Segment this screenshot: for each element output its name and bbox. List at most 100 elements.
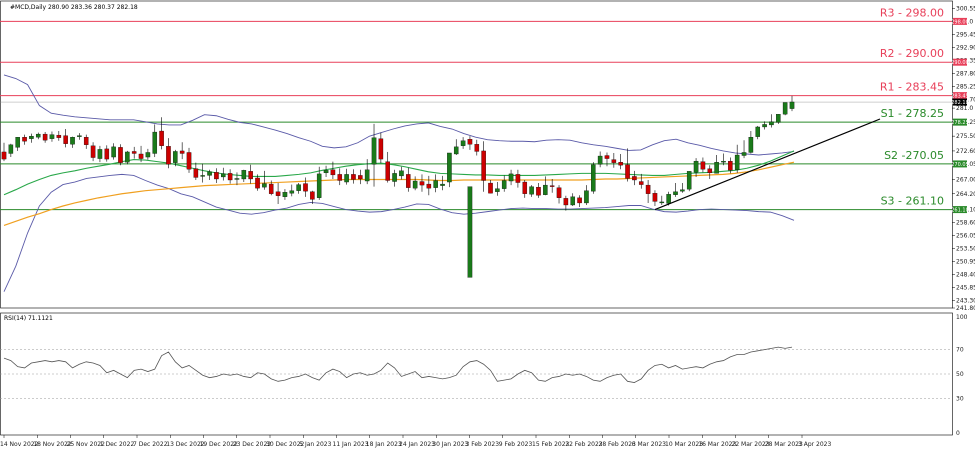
last-price-tag (953, 98, 967, 106)
candle-body (762, 124, 767, 128)
bb-line (3, 173, 795, 292)
trendline (654, 118, 881, 211)
level-price-tag (953, 206, 967, 214)
candle-body (35, 133, 41, 138)
candle-body (515, 174, 521, 183)
date-tick-label: 22 Feb 2023 (565, 441, 603, 448)
candle-body (145, 152, 151, 158)
candle-body (282, 192, 288, 197)
level-price-tag (953, 17, 967, 25)
candle-body (296, 184, 301, 191)
date-tick-label: 15 Feb 2023 (532, 441, 570, 448)
candle-body (104, 148, 110, 160)
date-tick-label: 11 Jan 2023 (333, 441, 369, 448)
date-tick-label: 16 Mar 2023 (698, 441, 736, 448)
level-price-tags: 298.00 290.00 283.45 278.25 270.05 261.10 282.… (951, 17, 969, 214)
date-tick-label: 28 Mar 2023 (765, 441, 803, 448)
candle-body (508, 173, 514, 182)
candle-body (453, 146, 459, 155)
price-tick-label: 256.05 (956, 232, 975, 239)
candle-body (1, 151, 7, 160)
candle-body (721, 160, 726, 163)
price-tick-label: 253.50 (956, 245, 975, 252)
price-tick-label: 285.25 (956, 83, 975, 90)
level-label: R1 - 283.45 (880, 81, 944, 94)
date-tick-label: 3 Apr 2023 (798, 441, 831, 448)
level-price-tag (953, 58, 967, 66)
candle-body (131, 151, 137, 154)
chart-header: #MCD,Daily 280.90 283.36 280.37 282.18 (10, 4, 138, 11)
candle-body (488, 182, 493, 194)
candle-body (591, 164, 596, 192)
date-tick-label: 9 Feb 2023 (499, 441, 533, 448)
candle-body (728, 160, 733, 171)
ma-line (3, 161, 795, 226)
moving-averages (3, 150, 795, 226)
candle-body (776, 114, 781, 123)
candle-body (49, 134, 55, 139)
candle-body (426, 183, 432, 189)
candle-body (83, 137, 89, 145)
candle-body (399, 170, 404, 177)
candle-body (138, 153, 144, 159)
price-tick-label: 281.0 (956, 105, 973, 112)
rsi-header: RSI(14) 71.1121 (4, 315, 53, 322)
price-tick-label: 295.45 (956, 31, 975, 38)
candle-body (563, 198, 569, 206)
candle-body (782, 102, 788, 115)
candle-body (632, 176, 637, 181)
date-tick-label: 24 Jan 2023 (399, 441, 435, 448)
date-tick-label: 5 Jan 2023 (299, 441, 331, 448)
date-tick-label: 30 Jan 2023 (432, 441, 468, 448)
price-tick-label: 248.40 (956, 271, 975, 278)
price-tick-label: 267.00 (956, 176, 975, 183)
candle-body (714, 161, 719, 174)
candle-body (173, 151, 178, 163)
candle-body (433, 180, 438, 188)
candle-body (152, 131, 158, 154)
level-price-tag-text: 290.00 (951, 60, 969, 66)
price-tick-label: 287.80 (956, 70, 975, 77)
level-price-tag (953, 160, 967, 168)
candle-body (358, 175, 363, 180)
level-price-tag-text: 270.05 (951, 162, 969, 168)
level-label: S3 - 261.10 (881, 195, 944, 208)
price-tick-label: 258.60 (956, 219, 975, 226)
date-tick-label: 19 Dec 2022 (200, 441, 239, 448)
level-price-tag (953, 92, 967, 100)
candle-body (118, 147, 123, 163)
candle-body (467, 139, 473, 145)
date-tick-label: 30 Dec 2022 (266, 441, 305, 448)
date-tick-label: 1 Dec 2022 (100, 441, 135, 448)
ma-line (3, 150, 795, 196)
candle-body (310, 191, 315, 200)
bb-line (3, 74, 795, 156)
date-tick-label: 3 Feb 2023 (466, 441, 500, 448)
candle-body (474, 144, 480, 152)
date-tick-label: 7 Dec 2022 (133, 441, 168, 448)
candle-body (755, 126, 761, 137)
rsi-indicator: 100 70 50 30 0 (0, 314, 968, 437)
candle-body (406, 174, 411, 188)
date-tick-label: 22 Mar 2023 (732, 441, 770, 448)
candle-body (385, 161, 390, 181)
candle-body (111, 146, 116, 158)
candle-body (42, 133, 48, 141)
rsi-line (3, 346, 793, 383)
date-tick-label: 10 Mar 2023 (665, 441, 703, 448)
candle-body (618, 161, 623, 166)
candle-body (447, 152, 452, 183)
candle-body (56, 134, 62, 138)
candle-body (659, 201, 665, 204)
rsi-tick-label: 100 (956, 314, 968, 321)
candle-body (789, 101, 795, 109)
candle-body (734, 154, 740, 170)
candle-body (652, 193, 658, 202)
candle-body (371, 137, 377, 165)
level-price-tag-text: 278.25 (951, 120, 969, 126)
candle-body (440, 183, 445, 186)
candle-body (741, 152, 747, 156)
level-label: R2 - 290.00 (880, 47, 944, 60)
